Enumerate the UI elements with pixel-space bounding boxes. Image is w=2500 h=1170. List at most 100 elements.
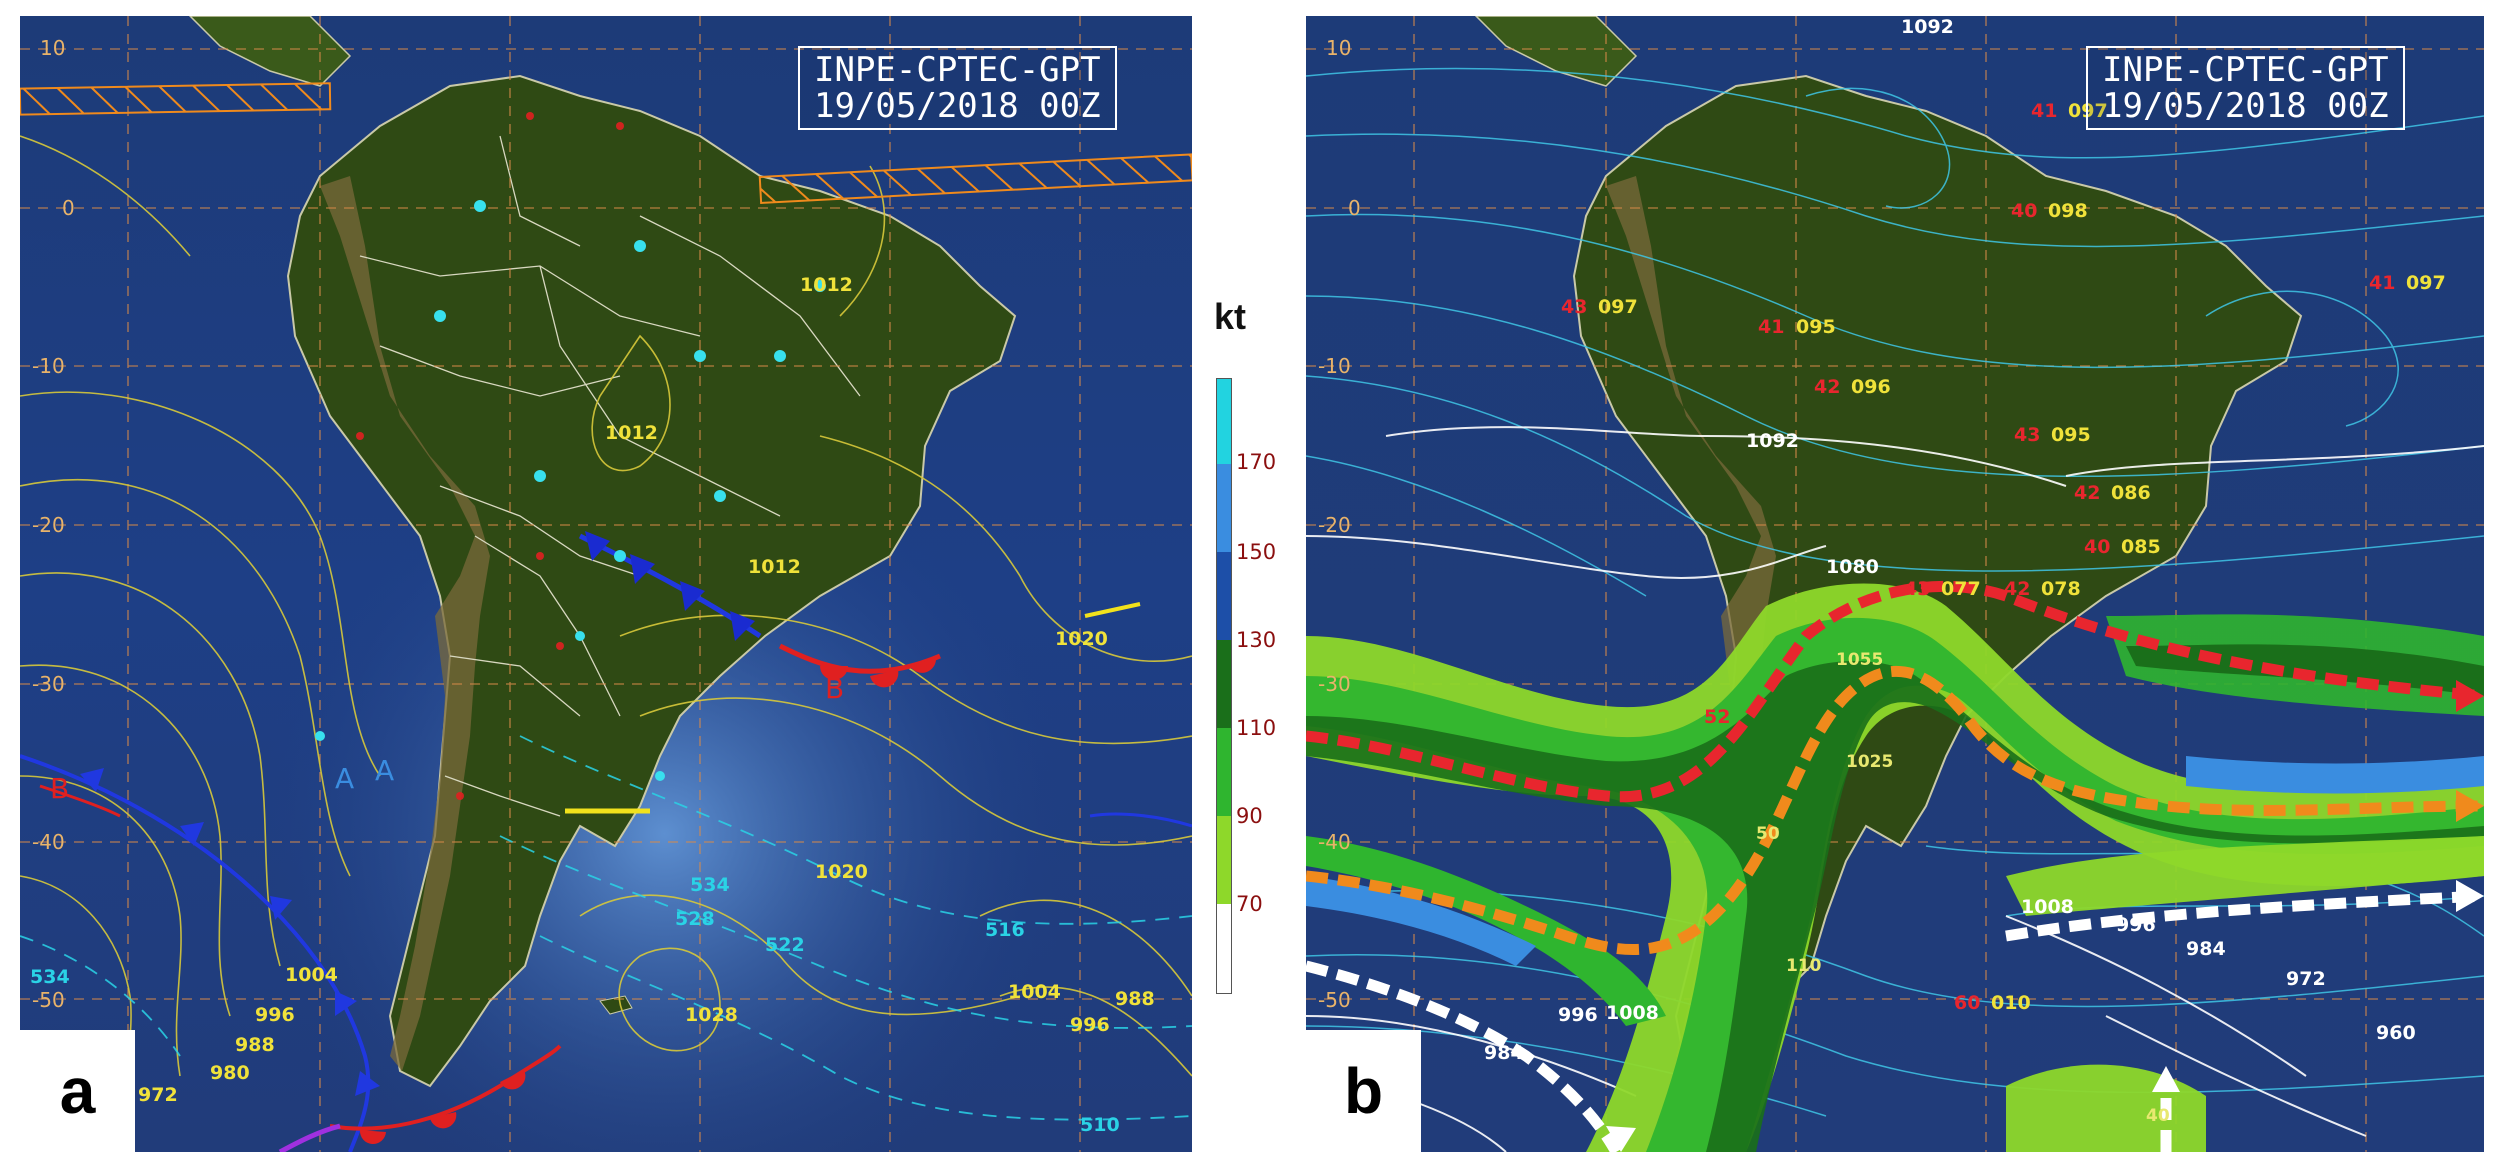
contour-label: 960: [2376, 1022, 2416, 1044]
cold-front-teeth: [80, 768, 380, 1096]
lat-label: -50: [1318, 988, 1351, 1012]
blue-front-east: [1089, 812, 1192, 828]
contour-label: 1092: [1901, 16, 1954, 38]
isobar-label: 1020: [815, 861, 868, 883]
red-front-west: [39, 784, 121, 818]
isobar-label: 1004: [285, 964, 338, 986]
contour-label: 1080: [1826, 556, 1879, 578]
isobar-label: 534: [30, 966, 70, 988]
wind-value: 42: [2004, 578, 2031, 600]
isobar-label: 1012: [800, 274, 853, 296]
andes-highlands: [320, 176, 490, 1071]
jet-axes: [1306, 580, 2484, 1152]
colorbar-swatch-darkgreen: [1217, 640, 1231, 728]
wind-value: 40: [2011, 200, 2038, 222]
wind-label: 010: [1991, 992, 2031, 1014]
jet-label: 50: [1756, 824, 1780, 844]
jet-label: 110: [1786, 956, 1822, 976]
wind-value: 41: [2031, 100, 2058, 122]
colorbar-swatch-green: [1217, 728, 1231, 816]
lat-label: -10: [32, 354, 65, 378]
legend-unit: kt: [1214, 296, 1247, 337]
colorbar-tick: 170: [1236, 450, 1277, 474]
isobar-label: 510: [1080, 1114, 1120, 1136]
isobar-label: 996: [255, 1004, 295, 1026]
wind-label: 077: [1941, 578, 1981, 600]
isobar-label: 1012: [748, 556, 801, 578]
contour-label: 996: [2116, 914, 2156, 936]
wind-label: 096: [1851, 376, 1891, 398]
contour-label: 1092: [1746, 430, 1799, 452]
wind-value: 41: [1758, 316, 1785, 338]
wind-value: 43: [1561, 296, 1588, 318]
contour-label: 972: [2286, 968, 2326, 990]
wind-value: 52: [1704, 706, 1731, 728]
colorbar-tick: 90: [1236, 804, 1263, 828]
jet-label: 1055: [1836, 650, 1884, 670]
station-red-values: [356, 112, 624, 800]
timestamp-box-b: INPE-CPTEC-GPT 19/05/2018 00Z: [2086, 46, 2405, 130]
station-markers: [315, 200, 826, 781]
wind-value: 43: [1904, 578, 1931, 600]
colorbar-swatch-white: [1217, 904, 1231, 993]
timestamp-box-a: INPE-CPTEC-GPT 19/05/2018 00Z: [798, 46, 1117, 130]
colorbar-tick: 150: [1236, 540, 1277, 564]
panel-a-map: 10 0 -10 -20 -30 -40 -50 1012 1012 1012 …: [20, 16, 1192, 1152]
warm-front-south-semicircles: [359, 1070, 526, 1145]
itcz-band-west: [20, 82, 332, 116]
isobar-label: 528: [675, 908, 715, 930]
stamp-line-2: 19/05/2018 00Z: [2102, 86, 2389, 126]
low-pressure-letter: B: [50, 772, 70, 805]
colorbar-swatch-lightgreen: [1217, 816, 1231, 904]
panel-a-label: a: [20, 1030, 135, 1152]
isobar-label: 972: [138, 1084, 178, 1106]
panel-b-map: 10 0 -10 -20 -30 -40 -50 1092 1092 1080 …: [1306, 16, 2484, 1152]
lat-label: -30: [32, 672, 65, 696]
contour-label: 1008: [1606, 1002, 1659, 1024]
contour-label: 1008: [2021, 896, 2074, 918]
falkland-islands: [599, 995, 633, 1015]
high-pressure-letter: A: [335, 762, 355, 795]
isobar-label: 522: [765, 934, 805, 956]
panel-b-svg: [1306, 16, 2484, 1152]
jet-label: 1025: [1846, 752, 1894, 772]
lat-label: -30: [1318, 672, 1351, 696]
contour-label: 984: [1484, 1042, 1524, 1064]
political-borders: [359, 135, 861, 817]
colorbar-swatch-darkblue: [1217, 552, 1231, 640]
isobar-label: 516: [985, 919, 1025, 941]
isobar-labels: 1012 1012 1012 1020 1020 1028 1004 1004 …: [20, 16, 1192, 1152]
wind-value: 42: [1814, 376, 1841, 398]
wind-value: 60: [1954, 992, 1981, 1014]
lat-label: -40: [32, 830, 65, 854]
wind-label: 086: [2111, 482, 2151, 504]
caribbean-land: [1474, 16, 1638, 87]
isobar-label: 534: [690, 874, 730, 896]
isobar-label: 996: [1070, 1014, 1110, 1036]
jet-arrowheads: [1606, 680, 2484, 1152]
cold-front-pacific: [20, 754, 371, 1152]
wind-value: 43: [2014, 424, 2041, 446]
stamp-line-2: 19/05/2018 00Z: [814, 86, 1101, 126]
thickness-lines: [20, 735, 1192, 1121]
wind-label: 085: [2121, 536, 2161, 558]
purple-occlusion: [278, 1123, 341, 1152]
lat-label: -20: [32, 513, 65, 537]
wind-label: 095: [2051, 424, 2091, 446]
wind-label: 078: [2041, 578, 2081, 600]
colorbar: [1216, 378, 1232, 994]
lat-label: 0: [1348, 196, 1361, 220]
contour-label: 984: [2186, 938, 2226, 960]
stamp-line-1: INPE-CPTEC-GPT: [814, 50, 1101, 90]
lat-label: -40: [1318, 830, 1351, 854]
high-pressure-letter: A: [375, 754, 395, 787]
warm-front-semicircles: [820, 658, 937, 688]
wind-label: 095: [1796, 316, 1836, 338]
colorbar-tick: 110: [1236, 716, 1277, 740]
low-pressure-letter: B: [825, 672, 845, 705]
lat-label: 10: [1326, 36, 1352, 60]
lat-lon-grid: [20, 16, 1192, 1152]
warm-front-south: [329, 1044, 562, 1131]
isobar-label: 1028: [685, 1004, 738, 1026]
colorbar-swatch-lightblue: [1217, 464, 1231, 552]
